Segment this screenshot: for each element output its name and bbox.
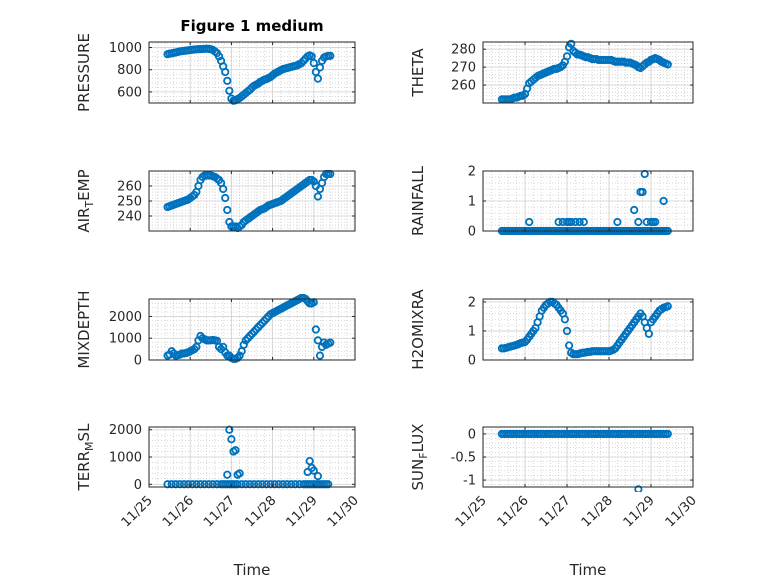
y-tick-label: 1 <box>468 324 476 339</box>
data-point <box>309 58 318 68</box>
y-tick-label: 260 <box>451 79 476 94</box>
subplot-h2omixra: 0 1 2 H2OMIXRA <box>409 289 694 370</box>
data-point <box>326 338 335 347</box>
data-point <box>227 435 236 444</box>
data-point <box>223 76 232 85</box>
data-point <box>309 466 318 475</box>
data-point <box>634 485 643 492</box>
data-point <box>663 429 672 439</box>
axes-box <box>148 298 356 361</box>
data-point <box>235 351 244 360</box>
axes-box <box>148 41 356 104</box>
data-point <box>579 217 588 227</box>
data-point <box>644 329 654 338</box>
data-point <box>562 52 572 61</box>
x-axis-label: Time <box>569 561 607 579</box>
y-tick-label: 250 <box>117 195 142 210</box>
data-point <box>235 469 244 478</box>
data-point <box>223 205 232 215</box>
y-tick-label: 270 <box>451 61 476 76</box>
data-point <box>663 60 672 69</box>
axes-box <box>482 41 694 104</box>
data-point <box>567 217 576 227</box>
data-point <box>221 193 230 203</box>
data-point <box>221 67 230 77</box>
data-point <box>315 351 325 360</box>
y-tick-label: 1 <box>468 195 476 210</box>
y-axis-label: TERRMSL <box>75 423 96 492</box>
axes-box <box>482 298 694 361</box>
subplot-pressure: 600 800 1000 PRESSURE <box>75 33 356 112</box>
data-point <box>326 51 335 60</box>
y-axis-label: H2OMIXRA <box>409 289 427 370</box>
subplot-rainfall: 0 1 2 RAINFALL <box>409 165 694 240</box>
data-point <box>651 217 660 227</box>
y-tick-label: 0 <box>468 225 476 240</box>
y-axis-label: RAINFALL <box>409 165 427 236</box>
data-point <box>663 302 672 311</box>
data-point <box>613 217 622 227</box>
y-axis-label: THETA <box>409 48 427 98</box>
y-axis-label: SUNFLUX <box>409 424 430 491</box>
y-tick-label: 1000 <box>109 332 142 347</box>
data-point <box>571 217 580 227</box>
data-point <box>634 217 643 227</box>
data-point <box>231 446 240 455</box>
data-point <box>560 315 570 324</box>
data-point <box>562 326 572 336</box>
y-tick-label: 0 <box>468 427 476 442</box>
data-point <box>239 340 248 349</box>
data-point <box>567 39 576 48</box>
data-point <box>223 470 232 479</box>
subplot-theta: 260 270 280 THETA <box>409 39 694 104</box>
y-tick-label: 240 <box>117 210 142 225</box>
y-tick-label: 0 <box>468 354 476 369</box>
y-axis-label: PRESSURE <box>75 33 93 112</box>
data-point <box>225 86 234 95</box>
y-tick-label: 260 <box>117 180 142 195</box>
y-tick-label: 1000 <box>109 41 142 56</box>
data-point <box>575 217 584 227</box>
data-point <box>554 217 563 227</box>
figure-title: Figure 1 medium <box>180 17 323 35</box>
y-tick-label: 280 <box>451 43 476 58</box>
data-point <box>630 205 639 215</box>
axes-background <box>149 42 355 103</box>
y-tick-label: 0 <box>134 478 142 493</box>
y-tick-label: 800 <box>117 63 142 78</box>
y-tick-label: 2000 <box>109 423 142 438</box>
y-tick-label: 600 <box>117 85 142 100</box>
y-axis-label: AIRTEMP <box>75 169 96 232</box>
y-tick-label: 2 <box>468 295 476 310</box>
data-point <box>638 187 647 197</box>
data-point <box>659 196 668 206</box>
data-point <box>313 74 323 83</box>
y-tick-label: 0 <box>134 354 142 369</box>
subplot-mixdepth: 0 1000 2000 MIXDEPTH <box>75 290 356 369</box>
y-tick-label: -0.5 <box>451 451 476 466</box>
y-tick-label: 1000 <box>109 451 142 466</box>
data-point <box>214 52 224 61</box>
y-tick-label: 2 <box>468 165 476 180</box>
data-point <box>311 325 320 334</box>
y-tick-label: -1 <box>463 474 476 489</box>
data-point <box>317 342 327 352</box>
data-point <box>313 192 323 201</box>
data-point <box>564 341 574 350</box>
y-tick-label: 2000 <box>109 310 142 325</box>
data-point <box>219 184 228 194</box>
data-point <box>313 471 323 481</box>
x-axis-label: Time <box>233 561 271 579</box>
y-axis-label: MIXDEPTH <box>75 290 93 368</box>
data-point <box>305 456 314 466</box>
data-point <box>525 217 534 227</box>
